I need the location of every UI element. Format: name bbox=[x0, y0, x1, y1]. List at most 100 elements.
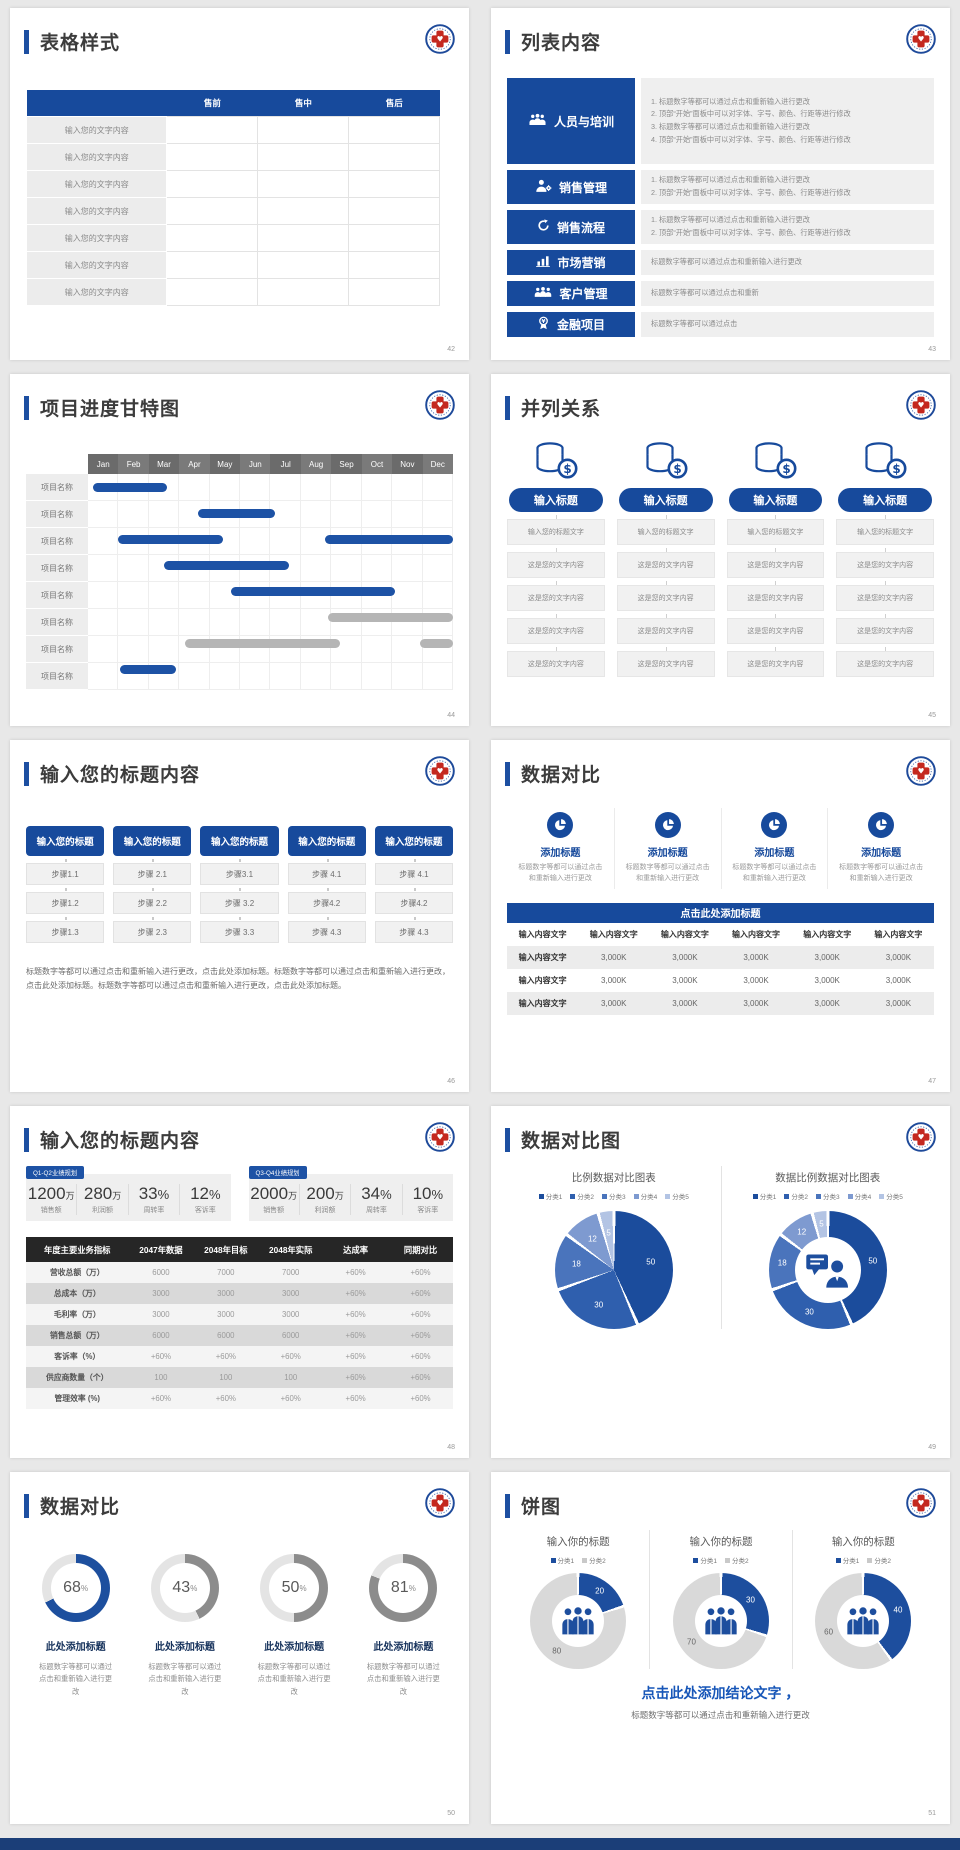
kpi-number: 2000 bbox=[250, 1184, 289, 1203]
gantt-grid-cell bbox=[118, 609, 149, 636]
gantt-bar[interactable] bbox=[230, 586, 396, 596]
ring-caption-title: 此处添加标题 bbox=[264, 1642, 325, 1653]
slide-51-pie-charts[interactable]: 饼图 ♥ 输入你的标题 分类1 分类2 20 80 输入你的标题 分类1 分类2 30 70 输入你… bbox=[491, 1472, 950, 1824]
slide-42-table-style[interactable]: 表格样式 ♥ 售前 售中 售后 输入您的文字内容 输入您的文字内容 输入您的文字内容 输入您… bbox=[10, 8, 469, 360]
list-item: 客户管理 标题数字等都可以通过点击和重新 bbox=[507, 281, 934, 306]
legend-swatch bbox=[724, 1557, 730, 1563]
text-box: 这是您的文字内容 bbox=[507, 581, 605, 611]
gantt-grid-cell bbox=[148, 501, 180, 528]
chart-title: 输入你的标题 bbox=[546, 1536, 610, 1548]
value-cell: +60% bbox=[345, 1268, 366, 1277]
svg-text:$: $ bbox=[563, 462, 571, 476]
item-label-text: 市场营销 bbox=[557, 256, 606, 270]
month-cell: Mar bbox=[148, 454, 180, 474]
empty-cell bbox=[257, 143, 350, 171]
text-box: 这是您的文字内容 bbox=[836, 647, 934, 677]
slide-46-steps[interactable]: 输入您的标题内容 ♥ 输入您的标题 步骤1.1 步骤1.2 步骤1.3 输入您的标题 步骤… bbox=[10, 740, 469, 1092]
legend-swatch bbox=[879, 1193, 885, 1199]
step-box: 步骤3.1 bbox=[200, 859, 279, 885]
slide-44-gantt[interactable]: 项目进度甘特图 ♥ Jan Feb Mar Apr May Jun Jul Aug Sep Oct… bbox=[10, 374, 469, 726]
column-header: 达成率 bbox=[323, 1237, 389, 1262]
column-header: 输入内容文字 bbox=[874, 929, 923, 939]
slice-value-label: 30 bbox=[804, 1307, 814, 1317]
gantt-grid-cell bbox=[209, 474, 241, 501]
page-number: 47 bbox=[928, 1078, 936, 1085]
gantt-bar[interactable] bbox=[185, 638, 341, 648]
value-cell: +60% bbox=[150, 1394, 172, 1403]
slice-value-label: 18 bbox=[571, 1259, 581, 1269]
slice-value-label: 50 bbox=[868, 1256, 878, 1266]
item-text-line: 1. 标题数字等都可以通过点击和重新输入进行更改 bbox=[651, 175, 810, 185]
chart-legend: 分类1 分类2 bbox=[793, 1555, 934, 1565]
slide-45-parallel-relation[interactable]: 并列关系 ♥ $ 输入标题 输入您的标题文字 这是您的文字内容 这是您的文字内容 这是您的… bbox=[491, 374, 950, 726]
donut-hole bbox=[694, 1595, 747, 1647]
gantt-bar[interactable] bbox=[328, 612, 453, 622]
page-number: 43 bbox=[928, 346, 936, 353]
table-row: 输入您的文字内容 bbox=[25, 170, 441, 198]
slide-48-kpi-table[interactable]: 输入您的标题内容 ♥ Q1-Q2业绩规划 1200万 销售额 280万 利润额 33% 周转… bbox=[10, 1106, 469, 1458]
slide-47-data-compare[interactable]: 数据对比 ♥ 添加标题 标题数字等都可以通过点击和重新输入进行更改 添加标题 标题数字… bbox=[491, 740, 950, 1092]
gantt-grid-cell bbox=[179, 663, 210, 690]
value-cell: +60% bbox=[410, 1373, 431, 1382]
legend-label: 分类3 bbox=[608, 1194, 626, 1201]
legend-label: 分类2 bbox=[874, 1558, 891, 1565]
kpi-stat: 12% 客诉率 bbox=[179, 1184, 230, 1215]
gantt-grid-cell bbox=[300, 582, 332, 609]
conclusion-block: 点击此处添加结论文字 ， 标题数字等都可以通过点击和重新输入进行更改 bbox=[507, 1683, 934, 1721]
person-gear-icon bbox=[535, 179, 552, 195]
value-cell: 3000 bbox=[217, 1289, 235, 1298]
gantt-grid-cell bbox=[240, 636, 271, 663]
gantt-grid-cell bbox=[331, 582, 362, 609]
item-text-line: 2. 顶部“开始”面板中可以对字体、字号、颜色、行距等进行修改 bbox=[651, 109, 851, 119]
kpi-unit: 万 bbox=[288, 1191, 298, 1201]
slide-43-list-content[interactable]: 列表内容 ♥ 人员与培训 1. 标题数字等都可以通过点击和重新输入进行更改 2. 顶… bbox=[491, 8, 950, 360]
table-title-bar: 点击此处添加标题 bbox=[507, 902, 934, 923]
gantt-grid-cell bbox=[270, 609, 301, 636]
parallel-columns: $ 输入标题 输入您的标题文字 这是您的文字内容 这是您的文字内容 这是您的文字内容 这是您… bbox=[507, 436, 934, 677]
gantt-bar[interactable] bbox=[325, 534, 453, 544]
slide-49-compare-charts[interactable]: 数据对比图 ♥ 比例数据对比图表 分类1 分类2 分类3 分类4 分类5 50 30 18 12 5… bbox=[491, 1106, 950, 1458]
month-cell: Apr bbox=[179, 454, 210, 474]
month-cell: Nov bbox=[392, 454, 423, 474]
feature-desc: 标题数字等都可以通过点击和重新输入进行更改 bbox=[518, 864, 603, 882]
gantt-grid-cell bbox=[88, 528, 119, 555]
list-item: ¥ 金融项目 标题数字等都可以通过点击 bbox=[507, 312, 934, 337]
kpi-label: 客诉率 bbox=[417, 1207, 439, 1214]
page-number: 44 bbox=[447, 712, 455, 719]
value-cell: 3000 bbox=[282, 1289, 300, 1298]
value-cell: 3,000K bbox=[672, 998, 698, 1008]
item-label-text: 金融项目 bbox=[556, 318, 605, 332]
legend-swatch bbox=[784, 1193, 790, 1199]
hospital-emblem-icon: ♥ bbox=[906, 24, 936, 54]
gantt-bar[interactable] bbox=[118, 534, 224, 544]
percent-sign: % bbox=[80, 1583, 89, 1593]
column-header bbox=[26, 90, 167, 117]
ring-caption-title: 此处添加标题 bbox=[373, 1642, 434, 1653]
item-text-line: 标题数字等都可以通过点击和重新输入进行更改 bbox=[651, 257, 802, 267]
gantt-bar[interactable] bbox=[164, 560, 289, 570]
slide-50-progress-rings[interactable]: 数据对比 ♥ 68% 此处添加标题 标题数字等都可以通过点击和重新输入进行更改 43%… bbox=[10, 1472, 469, 1824]
item-label-text: 销售管理 bbox=[558, 180, 607, 195]
ring-caption-text: 标题数字等都可以通过点击和重新输入进行更改 bbox=[39, 1662, 113, 1696]
gantt-grid-cell bbox=[361, 582, 393, 609]
row-label-cell: 输入您的文字内容 bbox=[25, 251, 168, 279]
table-row: 输入您的文字内容 bbox=[25, 116, 441, 144]
kpi-stat: 10% 客诉率 bbox=[401, 1184, 453, 1215]
slide-title: 数据对比 bbox=[521, 765, 602, 786]
kpi-group-panel: Q1-Q2业绩规划 1200万 销售额 280万 利润额 33% 周转率 12% 客诉率 bbox=[26, 1166, 231, 1221]
gantt-bar[interactable] bbox=[419, 638, 453, 648]
kpi-number: 33 bbox=[138, 1184, 158, 1203]
progress-ring-item: 81% 此处添加标题 标题数字等都可以通过点击和重新输入进行更改 bbox=[354, 1554, 453, 1698]
gantt-grid-cell bbox=[118, 582, 149, 609]
data-table: 输入内容文字 输入内容文字 输入内容文字 输入内容文字 输入内容文字 输入内容文字 输入内容… bbox=[507, 923, 934, 1015]
value-cell: 100 bbox=[154, 1373, 168, 1382]
gantt-bar[interactable] bbox=[197, 508, 276, 518]
ring-caption-text: 标题数字等都可以通过点击和重新输入进行更改 bbox=[257, 1662, 331, 1696]
gantt-bar[interactable] bbox=[119, 664, 177, 674]
value-cell: 3,000K bbox=[672, 952, 698, 962]
kpi-value: 280万 bbox=[77, 1184, 127, 1204]
value-cell: +60% bbox=[410, 1394, 431, 1403]
gantt-bar[interactable] bbox=[92, 482, 168, 492]
legend-item: 分类1 bbox=[693, 1555, 717, 1565]
slide-title: 列表内容 bbox=[521, 33, 602, 54]
